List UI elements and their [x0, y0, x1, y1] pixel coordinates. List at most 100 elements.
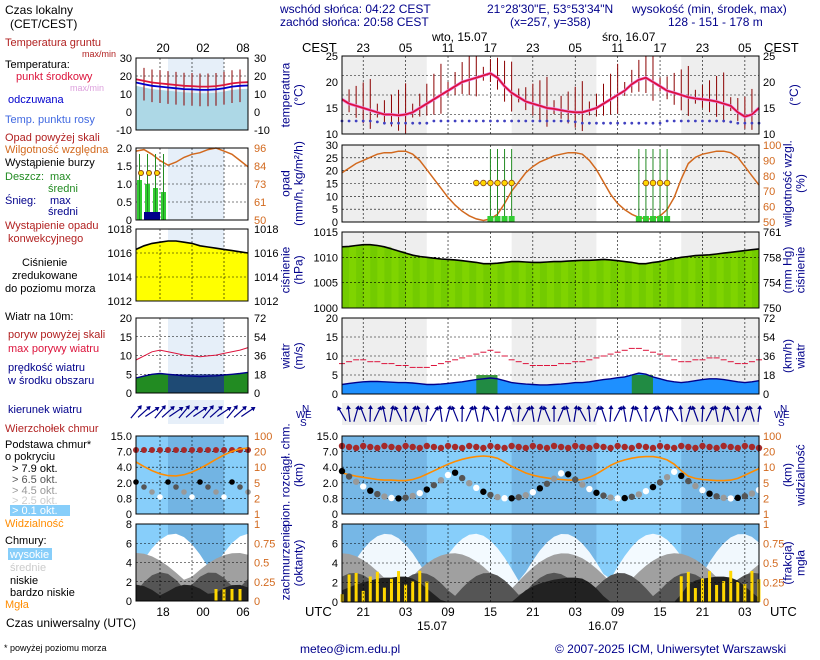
cloud-base-dot — [352, 478, 360, 485]
panel-frame — [341, 435, 760, 515]
wind-green-band — [631, 375, 653, 394]
y-tick-right: 18 — [763, 370, 775, 382]
legend-tick-right: 50 — [254, 215, 266, 227]
y-tick-left: 5 — [332, 204, 338, 216]
legend-cloud-base-dot — [157, 494, 163, 500]
y-tick-right: 754 — [763, 278, 781, 290]
legend-tick-left: 1016 — [108, 248, 132, 260]
cloud-base-dot — [706, 490, 713, 497]
legend-utc-tick: 18 — [156, 605, 170, 619]
wind-arrow — [389, 405, 395, 422]
email-link[interactable]: meteo@icm.edu.pl — [300, 642, 401, 656]
cloud-base-dot — [642, 487, 650, 495]
date2-label: 16.07 — [588, 619, 618, 633]
legend-frame — [135, 435, 249, 515]
dewpoint-dot — [418, 121, 422, 125]
legend-cloud-base-dot — [237, 484, 243, 490]
dewpoint-dot — [566, 119, 570, 123]
y-tick-left: 4 — [332, 558, 338, 570]
cloud-top-dot — [444, 442, 452, 450]
y-tick-left: 1005 — [314, 278, 338, 290]
rain-avg-bar — [487, 216, 494, 222]
legend-tick-left: 0.8 — [117, 493, 132, 505]
pressure-shade — [342, 246, 350, 308]
cloud-top-dot — [388, 443, 395, 451]
wind-arrow-head — [516, 405, 522, 410]
legend-tick-left: 15.0 — [111, 431, 132, 443]
cloud-base-dot — [501, 495, 508, 502]
legend-utc-tick: 00 — [196, 605, 210, 619]
legend-panel-winddir — [130, 400, 256, 424]
dewpoint-dot — [531, 119, 535, 123]
wind-arrow-head — [446, 405, 452, 410]
legend-wind-arrow-head — [194, 405, 199, 411]
pressure-shade — [723, 253, 731, 308]
y-tick-left: 15 — [326, 103, 338, 115]
dewpoint-dot — [616, 121, 620, 125]
pressure-shade — [469, 261, 477, 308]
wind-arrow — [621, 405, 627, 422]
pressure-shade — [539, 262, 547, 308]
cloud-top-dot — [550, 442, 558, 450]
legend-cloud-top-dot — [157, 447, 163, 453]
wind-arrow — [353, 405, 360, 422]
legend-wind-arrow — [193, 406, 208, 417]
cloud-base-dot — [451, 469, 459, 476]
rain-avg-bar — [664, 216, 671, 222]
wind-arrow-head — [394, 405, 399, 411]
pressure-shade — [554, 261, 562, 308]
wind-green-band — [476, 375, 498, 394]
cloud-top-dot — [395, 444, 402, 452]
axis-title: (°C) — [292, 84, 306, 105]
legend-cloud-top-dot — [181, 447, 187, 453]
wind-arrow-head — [744, 405, 749, 411]
cloud-top-dot — [649, 444, 657, 452]
cloud-base-dot — [656, 479, 664, 486]
cloud-base-dot — [423, 486, 431, 493]
legend-wind-arrow — [154, 405, 166, 419]
cloud-base-dot — [635, 491, 643, 498]
panel-pressure — [341, 231, 760, 309]
wind-line — [341, 372, 760, 386]
y-tick-left: 0 — [332, 597, 338, 609]
dewpoint-dot — [354, 119, 358, 123]
utc-hour-tick: 15 — [653, 605, 667, 619]
wind-arrow — [424, 405, 430, 423]
y-tick-left: 0 — [332, 217, 338, 229]
legend-tick-left: 0.5 — [117, 197, 132, 209]
y-tick-right: 0.75 — [763, 539, 784, 551]
legend-ground-label: Temperatura gruntu — [5, 37, 101, 49]
wind-arrow-head — [538, 405, 544, 410]
wind-arrow-head — [337, 406, 342, 411]
fog-bar — [375, 571, 379, 602]
legend-fog: Mgła — [5, 599, 30, 611]
legend-wind-arrow-head — [185, 405, 190, 410]
wind-arrow — [465, 405, 474, 422]
dewpoint-dot — [743, 121, 747, 125]
legend-rain: Deszcz: — [5, 171, 44, 183]
y-tick-right: 54 — [763, 332, 775, 344]
legend-wind-arrow — [161, 405, 175, 418]
legend-tick-left: 1.5 — [117, 161, 132, 173]
cloud-top-dot — [345, 443, 353, 451]
utc-hour-tick: 21 — [357, 605, 371, 619]
wind-arrow — [685, 405, 693, 422]
y-tick-left: 15 — [326, 332, 338, 344]
dewpoint-dot — [383, 121, 386, 125]
legend-tick-right: 5 — [254, 478, 260, 490]
cloud-top-dot — [557, 443, 565, 451]
cloud-top-dot — [586, 444, 593, 452]
wind-arrow — [415, 405, 423, 422]
y-tick-left: 1015 — [314, 227, 338, 239]
wind-arrow-head — [564, 405, 570, 410]
cloud-top-dot — [402, 442, 409, 450]
legend-wind-arrow — [233, 405, 247, 418]
dewpoint-dot — [524, 119, 528, 123]
convective-marker — [501, 179, 508, 187]
cloud-top-dot — [656, 442, 664, 450]
legend-humidity-line — [135, 147, 249, 168]
legend-high-bg — [8, 548, 52, 560]
day1-label: wto, 15.07 — [431, 30, 488, 44]
cloud-base-dot — [529, 488, 537, 496]
cloud-base-dot — [734, 494, 741, 502]
